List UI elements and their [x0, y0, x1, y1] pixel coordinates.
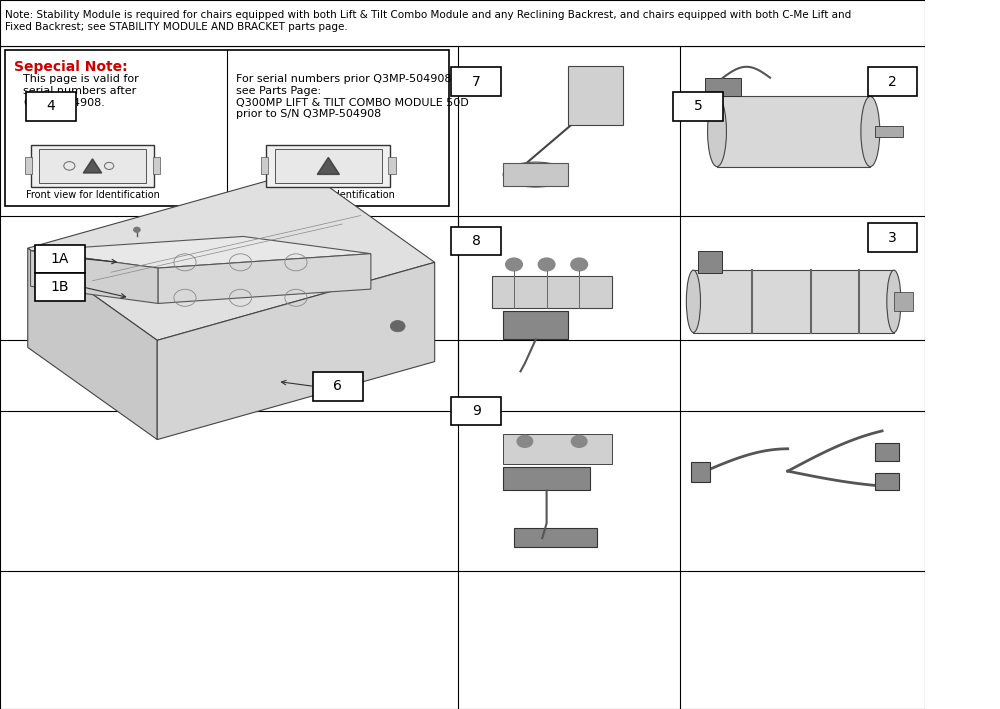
FancyBboxPatch shape	[868, 67, 917, 96]
Circle shape	[517, 435, 533, 447]
FancyBboxPatch shape	[275, 149, 382, 182]
Circle shape	[571, 258, 588, 271]
FancyBboxPatch shape	[35, 273, 85, 301]
Text: 2: 2	[888, 74, 897, 89]
FancyBboxPatch shape	[451, 397, 501, 425]
Bar	[568, 67, 623, 125]
Polygon shape	[158, 254, 371, 303]
FancyBboxPatch shape	[451, 227, 501, 255]
Polygon shape	[317, 157, 339, 174]
Circle shape	[390, 320, 405, 332]
Circle shape	[571, 435, 587, 447]
Bar	[705, 78, 741, 96]
Text: 4: 4	[46, 99, 55, 113]
Polygon shape	[31, 236, 371, 268]
Bar	[503, 163, 568, 186]
FancyBboxPatch shape	[451, 67, 501, 96]
Polygon shape	[83, 159, 102, 173]
Text: 8: 8	[472, 234, 481, 248]
Ellipse shape	[503, 162, 568, 187]
Polygon shape	[28, 170, 435, 340]
Ellipse shape	[887, 270, 901, 333]
Bar	[492, 276, 612, 308]
Text: 1A: 1A	[51, 252, 69, 266]
Bar	[514, 527, 597, 547]
Ellipse shape	[686, 270, 701, 333]
Polygon shape	[31, 251, 158, 303]
Bar	[261, 157, 268, 174]
Bar	[503, 467, 590, 491]
Text: 1B: 1B	[51, 280, 69, 294]
Text: 9: 9	[472, 404, 481, 418]
Text: Sepecial Note:: Sepecial Note:	[14, 60, 127, 74]
Bar	[691, 462, 710, 481]
Circle shape	[134, 228, 140, 232]
Bar	[0, 0, 925, 46]
Bar	[503, 434, 612, 464]
Bar	[153, 157, 160, 174]
Ellipse shape	[861, 96, 880, 167]
FancyBboxPatch shape	[673, 92, 723, 121]
FancyBboxPatch shape	[26, 92, 76, 121]
Bar	[894, 292, 913, 311]
Bar	[693, 270, 894, 333]
Bar	[5, 50, 449, 206]
Bar	[875, 126, 903, 137]
Bar	[875, 443, 899, 461]
Ellipse shape	[708, 96, 726, 167]
Text: This page is valid for
serial numbers after
Q3MP-504908.: This page is valid for serial numbers af…	[23, 74, 139, 108]
FancyBboxPatch shape	[31, 145, 154, 187]
Text: 5: 5	[694, 99, 703, 113]
Polygon shape	[28, 248, 157, 440]
FancyBboxPatch shape	[313, 372, 363, 401]
Text: For serial numbers prior Q3MP-504908
see Parts Page:
Q300MP LIFT & TILT COMBO MO: For serial numbers prior Q3MP-504908 see…	[236, 74, 469, 119]
Bar	[875, 473, 899, 491]
Bar	[25, 157, 32, 174]
Text: 3: 3	[888, 230, 897, 245]
Circle shape	[506, 258, 522, 271]
Bar	[388, 157, 396, 174]
Text: 7: 7	[472, 74, 481, 89]
Text: Note: Stability Module is required for chairs equipped with both Lift & Tilt Com: Note: Stability Module is required for c…	[5, 11, 851, 32]
FancyBboxPatch shape	[868, 223, 917, 252]
Bar	[698, 252, 722, 273]
Circle shape	[538, 258, 555, 271]
Polygon shape	[157, 262, 435, 440]
FancyBboxPatch shape	[266, 145, 390, 187]
Bar	[717, 96, 870, 167]
Text: Front view for Identification: Front view for Identification	[261, 190, 395, 200]
Text: 6: 6	[333, 379, 342, 393]
FancyBboxPatch shape	[39, 149, 146, 182]
FancyBboxPatch shape	[35, 245, 85, 273]
Bar	[503, 311, 568, 340]
Text: Front view for Identification: Front view for Identification	[26, 190, 159, 200]
